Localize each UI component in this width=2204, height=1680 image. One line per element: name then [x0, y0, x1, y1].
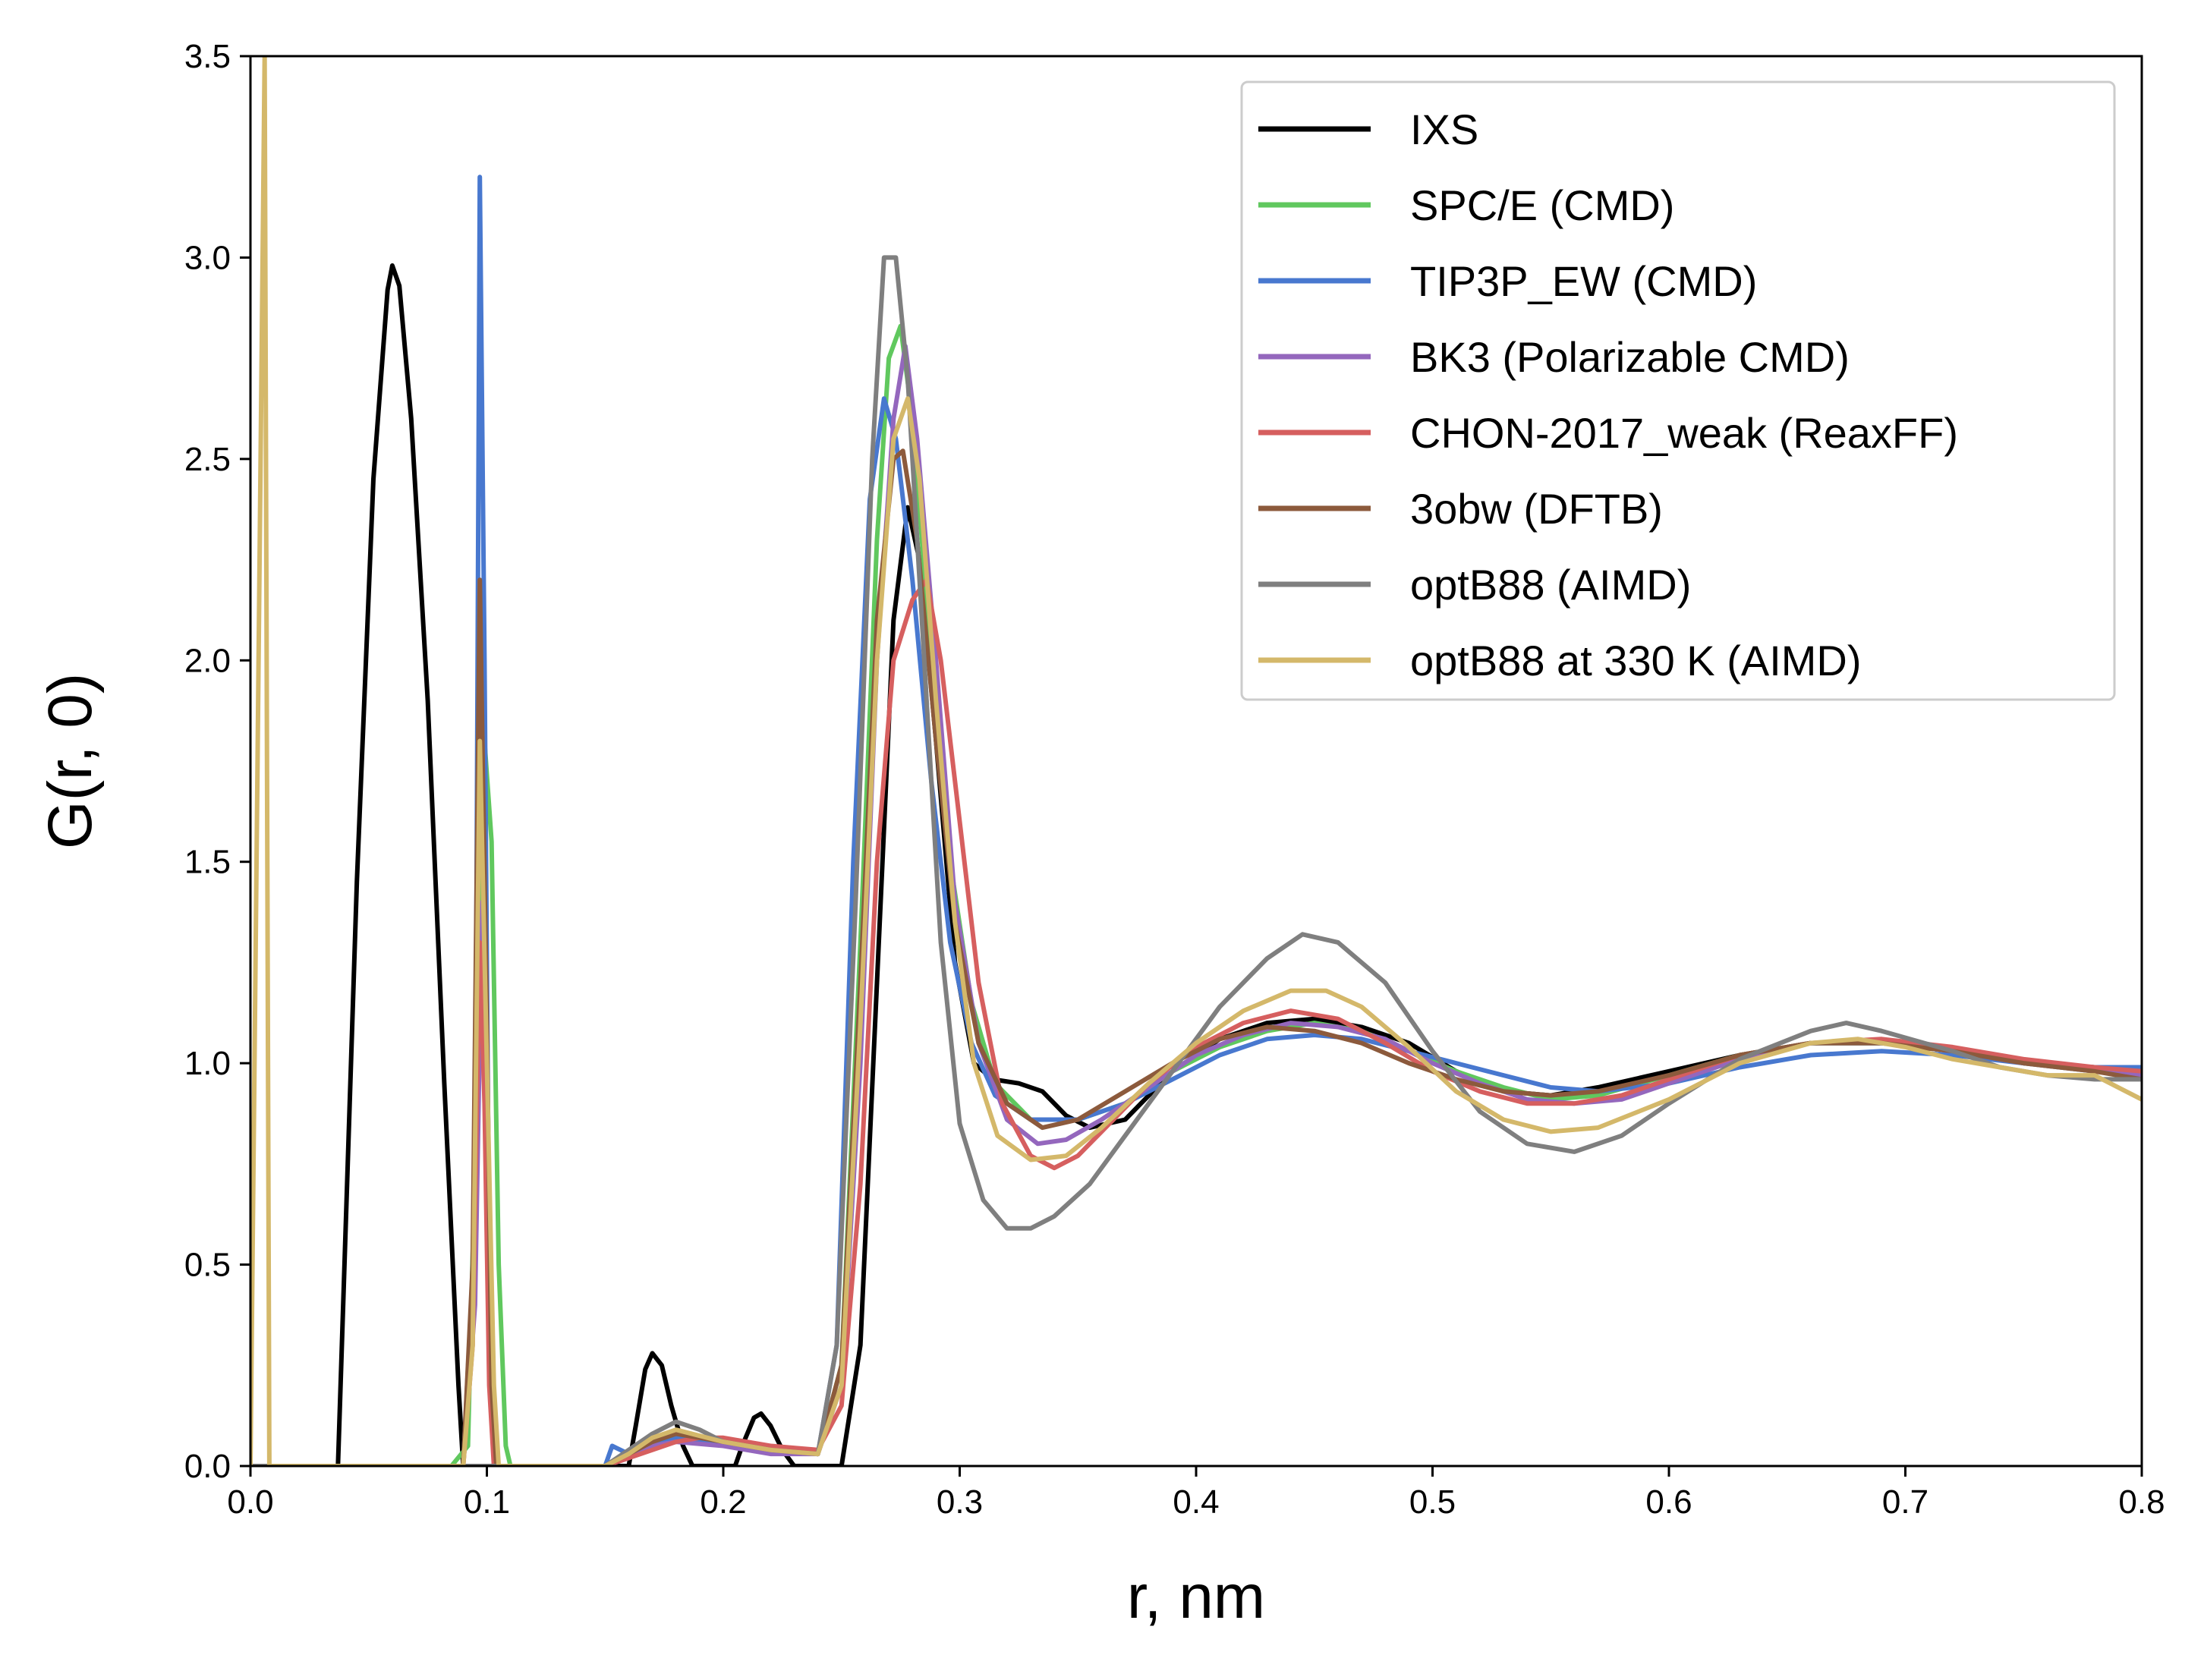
y-tick-label: 2.5 [184, 441, 231, 478]
y-tick-label: 0.5 [184, 1247, 231, 1284]
y-tick-label: 1.0 [184, 1045, 231, 1082]
legend-label-3: BK3 (Polarizable CMD) [1410, 333, 1850, 381]
x-tick-label: 0.8 [2118, 1483, 2165, 1521]
legend-label-4: CHON-2017_weak (ReaxFF) [1410, 409, 1958, 457]
x-tick-label: 0.3 [937, 1483, 983, 1521]
x-tick-label: 0.6 [1645, 1483, 1692, 1521]
x-axis-label: r, nm [1127, 1562, 1265, 1631]
legend-label-5: 3obw (DFTB) [1410, 485, 1663, 533]
legend-label-6: optB88 (AIMD) [1410, 561, 1691, 609]
y-tick-label: 3.0 [184, 239, 231, 276]
legend-box [1240, 80, 2116, 701]
y-tick-label: 2.0 [184, 642, 231, 679]
series-line-4 [250, 577, 2142, 1466]
x-tick-label: 0.2 [700, 1483, 746, 1521]
x-tick-label: 0.5 [1409, 1483, 1456, 1521]
legend-label-2: TIP3P_EW (CMD) [1410, 257, 1757, 305]
ticks: 0.0 0.1 0.2 0.3 0.4 0.5 0.6 0.7 0.8 0.0 0.5 1.0 1.5 2… [184, 38, 2165, 1521]
series-line-7 [250, 56, 2142, 1466]
legend-label-7: optB88 at 330 K (AIMD) [1410, 637, 1862, 684]
series-line-2 [250, 175, 2142, 1466]
x-tick-label: 0.1 [464, 1483, 510, 1521]
legend-label-0: IXS [1410, 105, 1478, 153]
y-tick-label: 3.5 [184, 38, 231, 75]
x-tick-label: 0.4 [1173, 1483, 1219, 1521]
legend: IXS SPC/E (CMD) TIP3P_EW (CMD) BK3 (Polariz… [1240, 80, 2116, 701]
series-layer [250, 56, 2142, 1466]
x-tick-label: 0.7 [1882, 1483, 1928, 1521]
y-axis-label: G(r, 0) [36, 673, 105, 849]
y-tick-label: 1.5 [184, 844, 231, 881]
axis-labels: r, nm G(r, 0) [36, 673, 1265, 1631]
x-tick-label: 0.0 [227, 1483, 273, 1521]
y-tick-label: 0.0 [184, 1448, 231, 1485]
legend-label-1: SPC/E (CMD) [1410, 181, 1674, 229]
